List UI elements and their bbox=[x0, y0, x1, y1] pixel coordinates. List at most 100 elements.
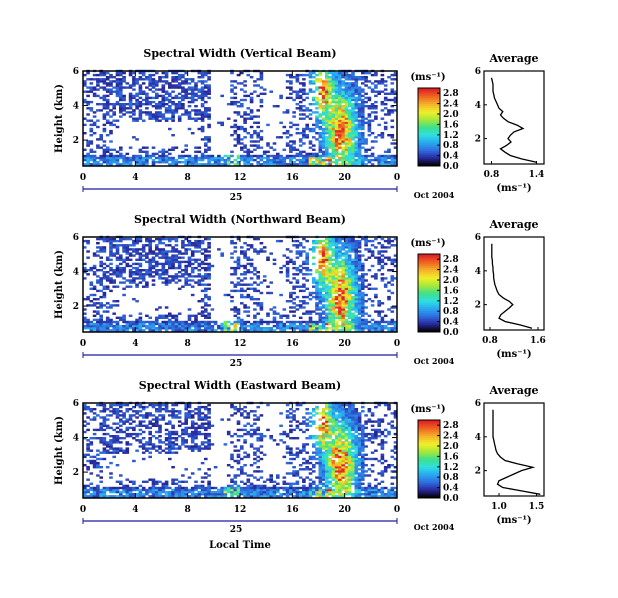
heatmap-cell bbox=[135, 266, 139, 270]
heatmap-cell bbox=[200, 163, 205, 166]
heatmap-cell bbox=[92, 318, 97, 322]
heatmap-cell bbox=[200, 424, 205, 427]
heatmap-cell bbox=[125, 237, 130, 241]
heatmap-cell bbox=[334, 256, 339, 259]
heatmap-cell bbox=[197, 242, 202, 245]
heatmap-cell bbox=[115, 78, 120, 81]
heatmap-cell bbox=[318, 277, 323, 280]
heatmap-cell bbox=[115, 320, 120, 324]
heatmap-cell bbox=[249, 264, 254, 268]
heatmap-cell bbox=[240, 320, 244, 324]
heatmap-cell bbox=[115, 256, 120, 259]
heatmap-cell bbox=[354, 324, 359, 328]
heatmap-cell bbox=[393, 78, 398, 81]
heatmap-cell bbox=[308, 73, 313, 77]
heatmap-cell bbox=[338, 242, 342, 245]
heatmap-cell bbox=[204, 107, 208, 110]
heatmap-cell bbox=[151, 275, 156, 278]
heatmap-cell bbox=[148, 327, 152, 330]
heatmap-cell bbox=[259, 129, 264, 133]
heatmap-cell bbox=[295, 78, 300, 81]
heatmap-cell bbox=[236, 127, 241, 131]
heatmap-cell bbox=[308, 312, 313, 315]
heatmap-cell bbox=[249, 76, 254, 79]
heatmap-cell bbox=[197, 281, 202, 284]
heatmap-cell bbox=[132, 156, 136, 160]
heatmap-cell bbox=[328, 285, 332, 288]
heatmap-cell bbox=[347, 304, 352, 307]
heatmap-cell bbox=[328, 132, 332, 135]
heatmap-cell bbox=[99, 279, 103, 282]
heatmap-cell bbox=[233, 144, 238, 147]
heatmap-cell bbox=[233, 163, 238, 166]
heatmap-cell bbox=[168, 422, 172, 425]
heatmap-cell bbox=[380, 156, 385, 160]
heatmap-cell bbox=[233, 327, 238, 330]
heatmap-cell bbox=[367, 115, 372, 118]
heatmap-cell bbox=[135, 80, 139, 83]
heatmap-cell bbox=[207, 312, 211, 315]
heatmap-cell bbox=[190, 258, 195, 261]
heatmap-cell bbox=[99, 493, 103, 496]
heatmap-cell bbox=[138, 432, 143, 436]
heatmap-cell bbox=[334, 273, 339, 276]
heatmap-cell bbox=[102, 237, 107, 241]
heatmap-cell bbox=[96, 144, 100, 147]
heatmap-cell bbox=[243, 252, 247, 255]
heatmap-cell bbox=[341, 127, 345, 131]
heatmap-cell bbox=[298, 140, 303, 143]
heatmap-cell bbox=[370, 264, 375, 268]
heatmap-cell bbox=[344, 134, 349, 137]
heatmap-cell bbox=[361, 146, 365, 149]
heatmap-cell bbox=[207, 439, 211, 442]
heatmap-cell bbox=[112, 285, 116, 288]
heatmap-cell bbox=[138, 264, 143, 268]
heatmap-cell bbox=[367, 129, 372, 133]
heatmap-cell bbox=[357, 90, 362, 93]
heatmap-cell bbox=[119, 482, 123, 485]
heatmap-cell bbox=[236, 264, 241, 268]
heatmap-cell bbox=[328, 163, 332, 166]
heatmap-cell bbox=[236, 283, 241, 286]
heatmap-cell bbox=[105, 418, 110, 421]
heatmap-cell bbox=[341, 154, 345, 158]
heatmap-cell bbox=[240, 327, 244, 330]
heatmap-cell bbox=[308, 146, 313, 149]
heatmap-cell bbox=[122, 293, 126, 297]
heatmap-cell bbox=[138, 329, 143, 332]
heatmap-cell bbox=[213, 156, 218, 160]
heatmap-cell bbox=[393, 161, 398, 164]
heatmap-cell bbox=[351, 279, 355, 282]
heatmap-cell bbox=[393, 322, 398, 326]
heatmap-cell bbox=[233, 250, 238, 253]
heatmap-cell bbox=[86, 484, 90, 488]
heatmap-cell bbox=[187, 92, 192, 95]
heatmap-cell bbox=[357, 304, 362, 307]
heatmap-cell bbox=[125, 443, 130, 446]
heatmap-cell bbox=[298, 252, 303, 255]
heatmap-cell bbox=[171, 493, 175, 496]
heatmap-cell bbox=[253, 140, 257, 143]
heatmap-cell bbox=[243, 90, 247, 93]
heatmap-cell bbox=[230, 242, 234, 245]
heatmap-cell bbox=[200, 480, 205, 483]
heatmap-cell bbox=[334, 302, 339, 305]
heatmap-cell bbox=[200, 125, 205, 129]
heatmap-cell bbox=[177, 271, 182, 274]
heatmap-cell bbox=[334, 148, 339, 151]
heatmap-cell bbox=[151, 158, 156, 162]
heatmap-cell bbox=[184, 320, 188, 324]
heatmap-cell bbox=[119, 480, 123, 483]
colorbar-swatch bbox=[418, 99, 440, 103]
heatmap-cell bbox=[135, 416, 139, 419]
heatmap-cell bbox=[312, 127, 316, 131]
heatmap-cell bbox=[328, 161, 332, 164]
heatmap-cell bbox=[298, 161, 303, 164]
heatmap-cell bbox=[249, 134, 254, 137]
heatmap-cell bbox=[351, 111, 355, 114]
heatmap-cell bbox=[374, 115, 378, 118]
heatmap-cell bbox=[308, 161, 313, 164]
heatmap-cell bbox=[125, 490, 130, 494]
heatmap-cell bbox=[390, 320, 395, 324]
heatmap-cell bbox=[151, 161, 156, 164]
